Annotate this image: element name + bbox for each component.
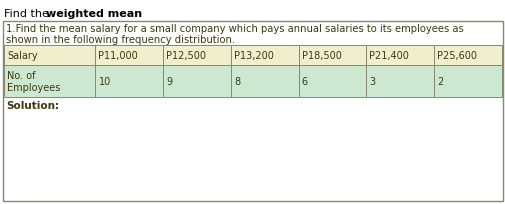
Bar [95, 66, 163, 98]
Text: No. of
Employees: No. of Employees [7, 70, 60, 93]
Text: P11,000: P11,000 [98, 51, 138, 61]
Text: P13,200: P13,200 [233, 51, 273, 61]
Bar [230, 46, 298, 66]
Text: 6: 6 [301, 77, 307, 86]
Text: P18,500: P18,500 [301, 51, 341, 61]
Text: 9: 9 [166, 77, 172, 86]
Bar [298, 46, 366, 66]
Text: :: : [134, 9, 137, 19]
Bar [298, 66, 366, 98]
Text: 2: 2 [436, 77, 442, 86]
Bar [433, 66, 501, 98]
Text: weighted mean: weighted mean [46, 9, 142, 19]
Text: 1.Find the mean salary for a small company which pays annual salaries to its emp: 1.Find the mean salary for a small compa… [6, 24, 463, 34]
Bar [95, 46, 163, 66]
Bar [230, 66, 298, 98]
Bar [163, 46, 230, 66]
Text: shown in the following frequency distribution.: shown in the following frequency distrib… [6, 35, 235, 45]
Text: 3: 3 [369, 77, 375, 86]
Bar [163, 66, 230, 98]
Bar [4, 66, 95, 98]
Text: Salary: Salary [7, 51, 37, 61]
Bar [366, 46, 433, 66]
Bar [3, 22, 502, 201]
Bar [366, 66, 433, 98]
Text: P21,400: P21,400 [369, 51, 409, 61]
Text: P12,500: P12,500 [166, 51, 206, 61]
Text: Solution:: Solution: [6, 101, 59, 110]
Text: P25,600: P25,600 [436, 51, 476, 61]
Bar [4, 46, 95, 66]
Text: 8: 8 [233, 77, 240, 86]
Text: 10: 10 [98, 77, 111, 86]
Text: Find the: Find the [4, 9, 53, 19]
Bar [433, 46, 501, 66]
